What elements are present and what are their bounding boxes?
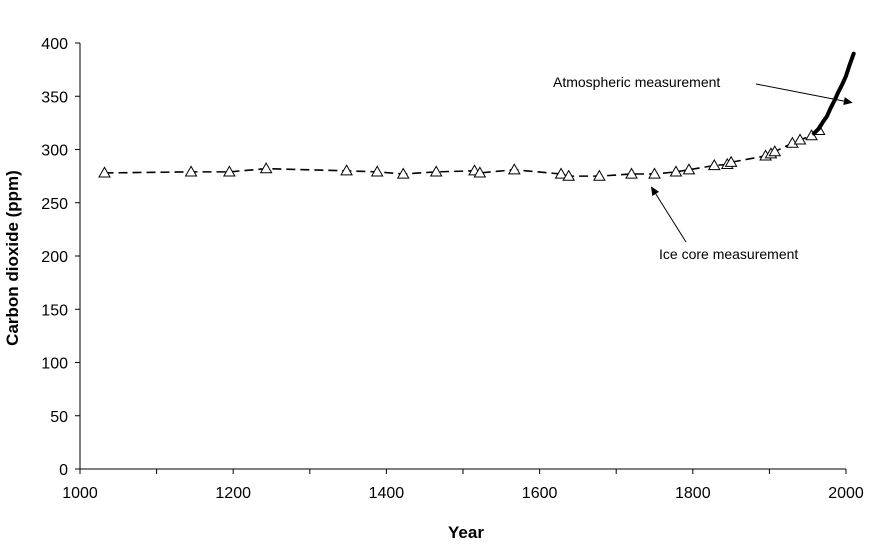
atmospheric-line xyxy=(811,51,856,136)
ice-core-point xyxy=(429,165,443,177)
y-tick-label: 400 xyxy=(41,36,68,53)
x-tick-label: 1800 xyxy=(675,485,711,502)
ice-core-point xyxy=(625,167,638,179)
ice-core-point xyxy=(669,165,683,177)
ice-core-point xyxy=(724,155,738,167)
ice-core-point xyxy=(507,163,521,175)
ice-core-series xyxy=(98,123,826,181)
ice-core-point xyxy=(259,162,273,174)
axes: 0 50 100 150 200 250 300 350 400 1000 1200 1400 1600… xyxy=(3,36,864,542)
y-tick-label: 0 xyxy=(59,462,68,479)
ice-core-point xyxy=(396,167,410,179)
ice-core-point xyxy=(340,164,353,176)
annotation-atmospheric-arrow xyxy=(755,83,853,105)
y-axis-title: Carbon dioxide (ppm) xyxy=(3,170,22,346)
ice-core-point xyxy=(184,165,198,177)
annotation-atmospheric: Atmospheric measurement xyxy=(553,74,720,90)
ice-core-point xyxy=(98,166,111,178)
x-tick-label: 1200 xyxy=(215,485,251,502)
annotation-ice-core-arrow xyxy=(650,186,687,243)
x-tick-label: 1600 xyxy=(522,485,558,502)
y-tick-label: 350 xyxy=(41,89,68,106)
ice-core-point xyxy=(682,163,696,175)
annotations: Atmospheric measurement Ice core measurem… xyxy=(553,74,853,262)
y-tick-label: 300 xyxy=(41,143,68,160)
ice-core-point xyxy=(768,145,782,157)
ice-core-point xyxy=(648,167,661,179)
ice-core-point xyxy=(562,169,576,181)
x-tick-label: 2000 xyxy=(828,485,864,502)
ice-core-point xyxy=(707,158,721,171)
x-axis-title: Year xyxy=(448,523,484,542)
ice-core-point xyxy=(554,167,568,179)
ice-core-point xyxy=(223,165,236,177)
ice-core-point xyxy=(592,169,606,181)
y-tick-label: 50 xyxy=(50,409,68,426)
ice-core-point xyxy=(473,166,487,178)
x-tick-label: 1400 xyxy=(369,485,405,502)
y-tick-label: 150 xyxy=(41,302,68,319)
y-tick-label: 200 xyxy=(41,249,68,266)
annotation-ice-core: Ice core measurement xyxy=(659,246,798,262)
ice-core-point xyxy=(793,133,807,145)
atmospheric-series xyxy=(811,51,856,136)
y-tick-label: 100 xyxy=(41,356,68,373)
ice-core-point xyxy=(370,165,384,177)
y-tick-label: 250 xyxy=(41,196,68,213)
x-tick-label: 1000 xyxy=(62,485,98,502)
